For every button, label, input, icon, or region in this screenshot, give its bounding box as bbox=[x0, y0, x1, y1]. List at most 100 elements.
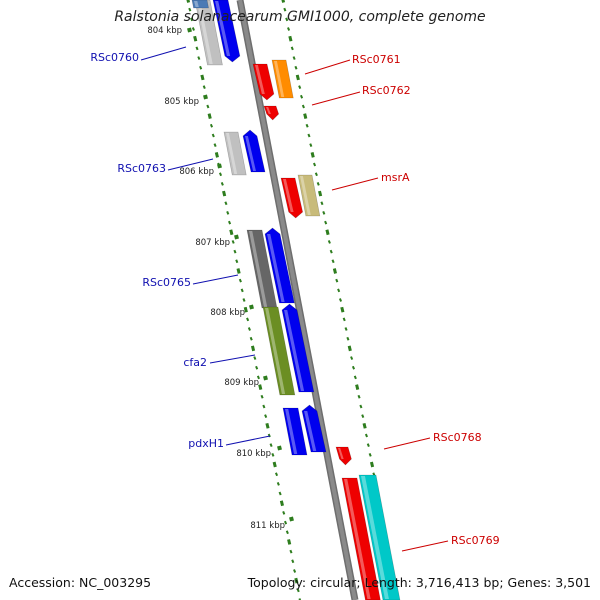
ruler-major-tick bbox=[187, 27, 192, 33]
feature-label-rsc0765[interactable]: RSc0765 bbox=[142, 276, 191, 289]
outer-tick-mark bbox=[357, 394, 361, 399]
outer-tick-mark bbox=[314, 172, 318, 177]
outer-tick-mark bbox=[335, 278, 339, 283]
gene-pdxh1-blue-b bbox=[301, 404, 327, 453]
outer-tick-mark bbox=[285, 17, 289, 22]
outer-tick-mark bbox=[318, 190, 323, 197]
outer-tick-mark bbox=[320, 201, 324, 206]
feature-label-rsc0762[interactable]: RSc0762 bbox=[362, 84, 411, 97]
gene-rsc0760-blue bbox=[212, 0, 241, 63]
gene-rsc0769-red bbox=[341, 477, 381, 600]
inner-tick-mark bbox=[284, 520, 288, 525]
gene-cfa2-olive bbox=[262, 306, 296, 396]
feature-label-rsc0760[interactable]: RSc0760 bbox=[90, 51, 139, 64]
gene-rsc0762 bbox=[263, 105, 280, 121]
inner-tick-mark bbox=[249, 336, 253, 341]
label-leader-line bbox=[225, 435, 271, 446]
inner-tick-mark bbox=[242, 298, 246, 302]
outer-tick-mark bbox=[342, 317, 346, 322]
outer-tick-mark bbox=[350, 356, 354, 360]
label-leader-line bbox=[383, 437, 431, 450]
feature-label-cfa2[interactable]: cfa2 bbox=[183, 356, 207, 369]
outer-tick-mark bbox=[322, 211, 326, 215]
outer-tick-mark bbox=[347, 345, 352, 352]
feature-label-rsc0763[interactable]: RSc0763 bbox=[117, 162, 166, 175]
inner-tick-mark bbox=[231, 240, 235, 244]
inner-tick-mark bbox=[220, 181, 224, 186]
backbone-line bbox=[238, 0, 357, 600]
feature-label-msra[interactable]: msrA bbox=[381, 171, 410, 184]
backbone bbox=[236, 0, 359, 600]
inner-tick-mark bbox=[255, 365, 259, 370]
outer-tick-mark bbox=[329, 249, 333, 254]
inner-tick-mark bbox=[276, 481, 280, 486]
outer-tick-mark bbox=[294, 65, 298, 70]
inner-tick-mark bbox=[289, 549, 293, 554]
inner-tick-mark bbox=[190, 17, 194, 22]
ruler-major-tick bbox=[249, 304, 254, 310]
inner-tick-mark bbox=[233, 249, 237, 254]
feature-label-rsc0768[interactable]: RSc0768 bbox=[433, 431, 482, 444]
ruler-major-tick bbox=[234, 234, 239, 240]
inner-tick-mark bbox=[199, 65, 203, 70]
inner-tick-mark bbox=[209, 123, 214, 128]
inner-tick-mark bbox=[236, 268, 241, 274]
feature-glyphs bbox=[191, 0, 401, 600]
inner-tick-mark bbox=[298, 598, 302, 600]
outer-tick-mark bbox=[298, 85, 302, 89]
inner-tick-mark bbox=[211, 133, 215, 138]
inner-tick-mark bbox=[279, 500, 284, 507]
inner-tick-mark bbox=[285, 530, 289, 535]
outer-tick-mark bbox=[303, 113, 308, 119]
gene-rsc0761-orange bbox=[271, 59, 294, 99]
inner-tick-mark bbox=[293, 569, 297, 573]
inner-tick-mark bbox=[247, 327, 251, 331]
inner-tick-mark bbox=[287, 539, 292, 545]
inner-tick-mark bbox=[202, 85, 206, 89]
outer-tick-mark bbox=[292, 56, 296, 60]
gene-rsc0769-cyan bbox=[358, 474, 401, 600]
label-leader-line bbox=[167, 158, 214, 171]
inner-tick-mark bbox=[188, 7, 192, 12]
ruler-label: 808 kbp bbox=[210, 308, 245, 318]
inner-tick-mark bbox=[206, 104, 210, 109]
gene-rsc0768 bbox=[335, 446, 352, 466]
gene-pdxh1-blue-a bbox=[282, 407, 308, 456]
gene-rsc0763-blue bbox=[242, 129, 266, 173]
outer-tick-mark bbox=[362, 422, 367, 429]
outer-tick-mark bbox=[355, 384, 360, 390]
outer-tick-mark bbox=[287, 27, 291, 31]
outer-tick-mark bbox=[359, 404, 363, 409]
gene-rsc0765-blue bbox=[264, 227, 295, 304]
outer-tick-mark bbox=[332, 268, 337, 274]
inner-tick-mark bbox=[262, 404, 266, 409]
inner-tick-mark bbox=[235, 259, 239, 264]
outer-tick-mark bbox=[327, 240, 331, 244]
inner-tick-mark bbox=[218, 172, 223, 177]
outer-tick-mark bbox=[295, 74, 300, 81]
feature-label-pdxh1[interactable]: pdxH1 bbox=[188, 437, 224, 450]
inner-tick-mark bbox=[278, 491, 282, 496]
label-lines: RSc0760 RSc0761 RSc0762 RSc0763 msrA RSc0765 c… bbox=[90, 46, 500, 552]
gene-rsc0760-cap bbox=[191, 0, 209, 9]
outer-tick-mark bbox=[366, 443, 370, 448]
ruler: 804 kbp 805 kbp 806 kbp 807 kbp 808 kbp 809 k… bbox=[147, 26, 294, 531]
outer-tick-mark bbox=[316, 181, 320, 186]
inner-tick-mark bbox=[228, 220, 232, 225]
ruler-major-tick bbox=[217, 163, 222, 169]
label-leader-line bbox=[209, 354, 256, 364]
inner-tick-mark bbox=[246, 317, 250, 322]
inner-tick-mark bbox=[200, 74, 205, 81]
inner-tick-mark bbox=[243, 306, 248, 313]
outer-tick-mark bbox=[340, 306, 345, 313]
inner-tick-mark bbox=[213, 143, 217, 148]
ruler-major-tick bbox=[277, 445, 282, 451]
inner-tick-mark bbox=[258, 384, 263, 390]
feature-label-rsc0769[interactable]: RSc0769 bbox=[451, 534, 500, 547]
gene-rsc0763-grey bbox=[223, 131, 247, 176]
outer-tick-mark bbox=[338, 298, 343, 302]
label-leader-line bbox=[192, 274, 239, 285]
ruler-label: 811 kbp bbox=[250, 521, 285, 531]
feature-label-rsc0761[interactable]: RSc0761 bbox=[352, 53, 401, 66]
